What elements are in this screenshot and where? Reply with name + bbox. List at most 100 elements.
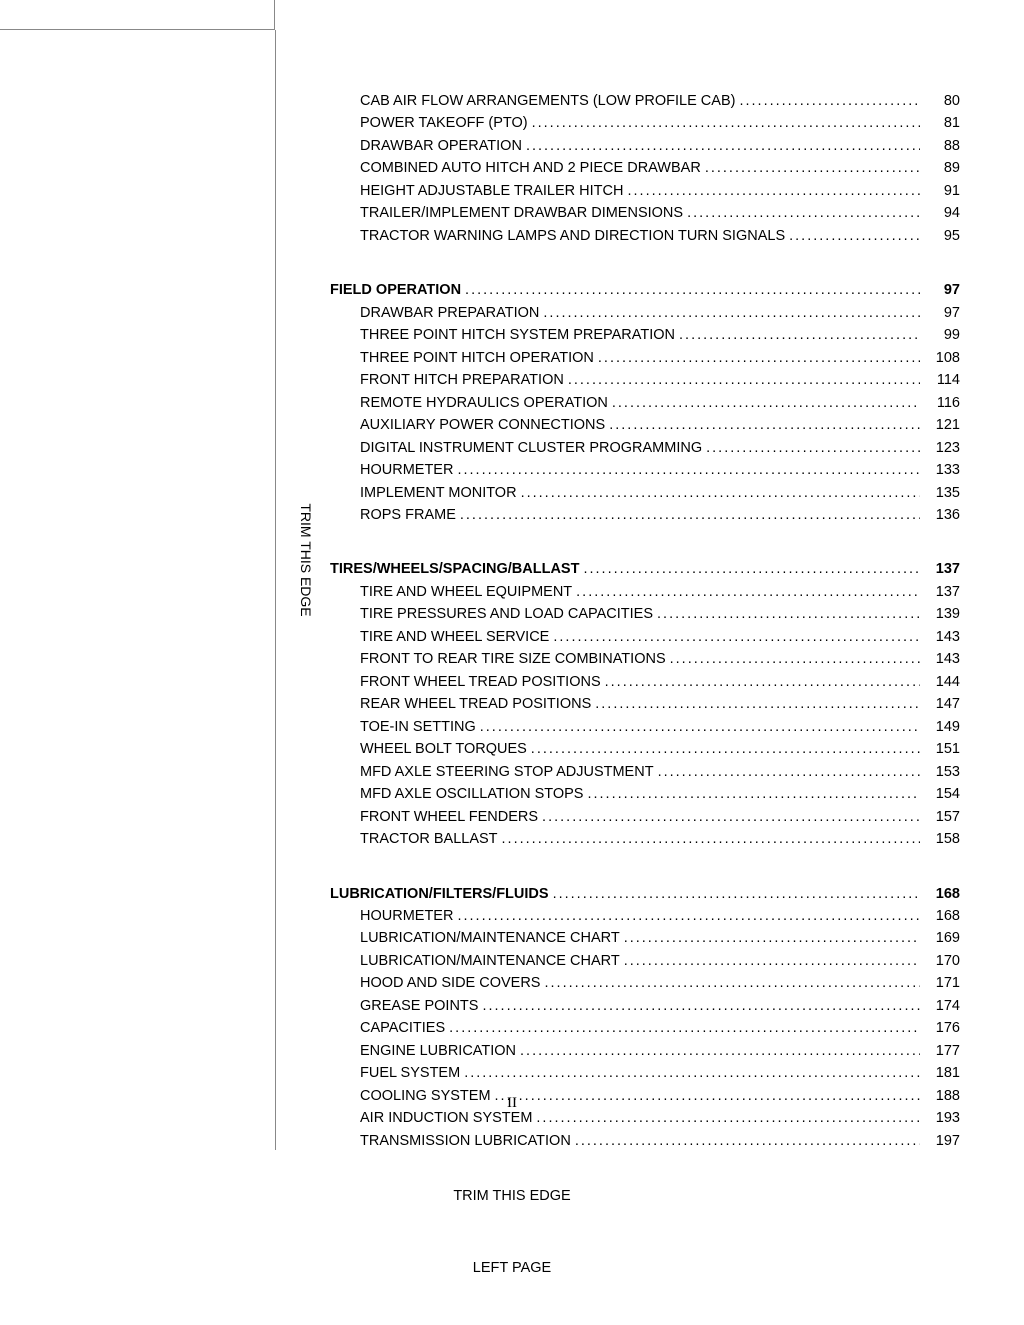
toc-entry-row: IMPLEMENT MONITOR 135 [330, 482, 960, 504]
toc-entry-page: 158 [920, 828, 960, 850]
toc-entry-title: TRACTOR WARNING LAMPS AND DIRECTION TURN… [360, 225, 785, 247]
trim-corner-top [0, 0, 275, 30]
toc-entry-row: THREE POINT HITCH OPERATION 108 [330, 347, 960, 369]
toc-leader-dots [735, 90, 920, 112]
toc-entry-title: GREASE POINTS [360, 995, 478, 1017]
toc-entry-page: 168 [920, 905, 960, 927]
toc-entry-row: TOE-IN SETTING 149 [330, 716, 960, 738]
toc-entry-title: MFD AXLE STEERING STOP ADJUSTMENT [360, 761, 654, 783]
toc-entry-row: HOOD AND SIDE COVERS 171 [330, 972, 960, 994]
toc-leader-dots [549, 883, 920, 905]
toc-entry-page: 151 [920, 738, 960, 760]
toc-entry-row: TIRE AND WHEEL EQUIPMENT137 [330, 581, 960, 603]
toc-entry-title: TRAILER/IMPLEMENT DRAWBAR DIMENSIONS [360, 202, 683, 224]
toc-leader-dots [516, 1040, 920, 1062]
toc-leader-dots [654, 761, 920, 783]
toc-entry-page: 144 [920, 671, 960, 693]
toc-entry-title: IMPLEMENT MONITOR [360, 482, 517, 504]
toc-entry-title: HOOD AND SIDE COVERS [360, 972, 540, 994]
toc-leader-dots [540, 972, 920, 994]
toc-entry-page: 97 [920, 302, 960, 324]
toc-entry-page: 157 [920, 806, 960, 828]
toc-leader-dots [445, 1017, 920, 1039]
toc-entry-page: 94 [920, 202, 960, 224]
toc-entry-page: 154 [920, 783, 960, 805]
toc-entry-row: HOURMETER 168 [330, 905, 960, 927]
toc-heading-page: 137 [920, 558, 960, 580]
toc-entry-page: 181 [920, 1062, 960, 1084]
toc-entry-row: FRONT TO REAR TIRE SIZE COMBINATIONS143 [330, 648, 960, 670]
toc-entry-title: TIRE PRESSURES AND LOAD CAPACITIES [360, 603, 653, 625]
toc-leader-dots [702, 437, 920, 459]
toc-entry-title: AUXILIARY POWER CONNECTIONS [360, 414, 605, 436]
toc-section: CAB AIR FLOW ARRANGEMENTS (LOW PROFILE C… [330, 90, 960, 247]
toc-leader-dots [579, 558, 920, 580]
toc-leader-dots [476, 716, 920, 738]
toc-leader-dots [675, 324, 920, 346]
toc-entry-page: 149 [920, 716, 960, 738]
toc-entry-title: LUBRICATION/MAINTENANCE CHART [360, 927, 620, 949]
toc-entry-title: FRONT WHEEL FENDERS [360, 806, 538, 828]
toc-leader-dots [527, 738, 920, 760]
toc-entry-row: POWER TAKEOFF (PTO)81 [330, 112, 960, 134]
toc-heading-title: FIELD OPERATION [330, 279, 461, 301]
toc-entry-page: 171 [920, 972, 960, 994]
toc-entry-title: TIRE AND WHEEL EQUIPMENT [360, 581, 572, 603]
toc-entry-row: MFD AXLE STEERING STOP ADJUSTMENT153 [330, 761, 960, 783]
toc-leader-dots [461, 279, 920, 301]
toc-entry-title: HOURMETER [360, 459, 453, 481]
toc-entry-row: REAR WHEEL TREAD POSITIONS147 [330, 693, 960, 715]
toc-leader-dots [583, 783, 920, 805]
toc-entry-title: MFD AXLE OSCILLATION STOPS [360, 783, 583, 805]
toc-heading-title: LUBRICATION/FILTERS/FLUIDS [330, 883, 549, 905]
toc-entry-title: THREE POINT HITCH SYSTEM PREPARATION [360, 324, 675, 346]
toc-entry-page: 177 [920, 1040, 960, 1062]
toc-entry-title: ENGINE LUBRICATION [360, 1040, 516, 1062]
toc-entry-page: 108 [920, 347, 960, 369]
toc-entry-title: TIRE AND WHEEL SERVICE [360, 626, 549, 648]
toc-entry-row: FRONT HITCH PREPARATION114 [330, 369, 960, 391]
toc-entry-row: DRAWBAR OPERATION88 [330, 135, 960, 157]
toc-entry-row: MFD AXLE OSCILLATION STOPS 154 [330, 783, 960, 805]
toc-leader-dots [522, 135, 920, 157]
toc-leader-dots [608, 392, 920, 414]
toc-leader-dots [605, 414, 920, 436]
toc-leader-dots [538, 806, 920, 828]
toc-entry-title: CAPACITIES [360, 1017, 445, 1039]
trim-line-left [275, 30, 276, 1150]
toc-entry-row: TRACTOR BALLAST 158 [330, 828, 960, 850]
toc-leader-dots [539, 302, 920, 324]
toc-leader-dots [666, 648, 920, 670]
toc-entry-title: TOE-IN SETTING [360, 716, 476, 738]
toc-leader-dots [620, 950, 920, 972]
toc-entry-row: HOURMETER133 [330, 459, 960, 481]
toc-entry-row: AUXILIARY POWER CONNECTIONS121 [330, 414, 960, 436]
toc-entry-row: TIRE AND WHEEL SERVICE 143 [330, 626, 960, 648]
toc-entry-row: FRONT WHEEL FENDERS 157 [330, 806, 960, 828]
toc-leader-dots [498, 828, 920, 850]
toc-entry-title: THREE POINT HITCH OPERATION [360, 347, 594, 369]
toc-leader-dots [701, 157, 920, 179]
toc-entry-title: HOURMETER [360, 905, 453, 927]
toc-entry-row: COMBINED AUTO HITCH AND 2 PIECE DRAWBAR8… [330, 157, 960, 179]
toc-entry-row: LUBRICATION/MAINTENANCE CHART170 [330, 950, 960, 972]
toc-leader-dots [785, 225, 920, 247]
toc-entry-title: POWER TAKEOFF (PTO) [360, 112, 528, 134]
toc-leader-dots [653, 603, 920, 625]
toc-entry-row: DRAWBAR PREPARATION97 [330, 302, 960, 324]
toc-section: FIELD OPERATION97DRAWBAR PREPARATION97TH… [330, 279, 960, 526]
toc-leader-dots [453, 905, 920, 927]
toc-entry-title: FRONT HITCH PREPARATION [360, 369, 564, 391]
toc-entry-row: CAPACITIES176 [330, 1017, 960, 1039]
toc-entry-page: 91 [920, 180, 960, 202]
toc-entry-page: 135 [920, 482, 960, 504]
toc-entry-page: 136 [920, 504, 960, 526]
toc-entry-row: TRANSMISSION LUBRICATION197 [330, 1130, 960, 1152]
toc-entry-row: FUEL SYSTEM181 [330, 1062, 960, 1084]
toc-entry-title: TRACTOR BALLAST [360, 828, 498, 850]
toc-entry-page: 143 [920, 626, 960, 648]
toc-entry-page: 147 [920, 693, 960, 715]
page-number: II [0, 1095, 1024, 1112]
toc-entry-page: 80 [920, 90, 960, 112]
toc-entry-page: 139 [920, 603, 960, 625]
